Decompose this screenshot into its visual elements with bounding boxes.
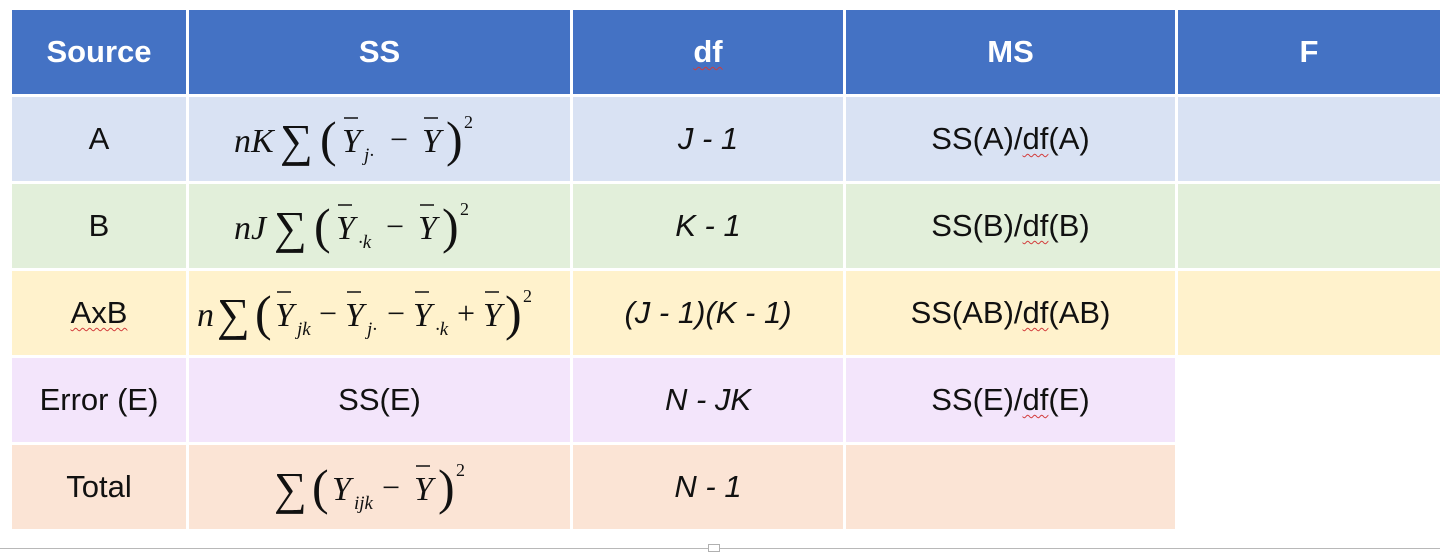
svg-text:nJ: nJ (234, 210, 268, 247)
row-a-f (1178, 97, 1440, 181)
row-total-ss-formula: ∑ ( Y ijk − Y ) 2 (189, 445, 570, 529)
svg-text:·k: ·k (358, 232, 372, 253)
resize-handle[interactable] (708, 544, 720, 552)
svg-text:Y: Y (413, 297, 435, 334)
page-bottom-border (0, 548, 1440, 549)
row-b-ms-df: df (1022, 208, 1049, 243)
svg-text:−: − (390, 121, 408, 157)
svg-text:(: ( (320, 111, 337, 167)
svg-text:2: 2 (464, 112, 473, 132)
svg-text:2: 2 (523, 286, 532, 306)
row-b-source: B (12, 184, 186, 268)
row-a-ms: SS(A)/df (A) (846, 97, 1175, 181)
header-df-text: df (693, 34, 723, 69)
svg-text:Y: Y (342, 123, 364, 160)
row-axb-source: AxB (12, 271, 186, 355)
svg-text:): ) (505, 285, 522, 341)
svg-text:j·: j· (364, 319, 377, 340)
row-a-ms-pre: SS(A)/ (931, 121, 1023, 156)
row-a-ss-formula: nK ∑ ( Y j· − Y ) 2 (189, 97, 570, 181)
svg-text:): ) (442, 198, 459, 254)
svg-text:∑: ∑ (274, 463, 307, 514)
formula-ss-a: nK ∑ ( Y j· − Y ) 2 (234, 111, 473, 167)
svg-text:j·: j· (361, 145, 374, 166)
row-b-f (1178, 184, 1440, 268)
svg-text:∑: ∑ (274, 202, 307, 253)
svg-text:−: − (319, 295, 337, 331)
row-axb-ms: SS(AB)/df (AB) (846, 271, 1175, 355)
svg-text:−: − (386, 208, 404, 244)
row-axb-f (1178, 271, 1440, 355)
header-ms: MS (846, 10, 1175, 94)
row-error-df: N - JK (573, 358, 843, 442)
formula-ss-total: ∑ ( Y ijk − Y ) 2 (274, 459, 465, 515)
row-a-ms-post: (A) (1048, 121, 1090, 156)
svg-text:2: 2 (456, 460, 465, 480)
row-total-ms (846, 445, 1175, 529)
svg-text:(: ( (314, 198, 331, 254)
svg-text:+: + (457, 295, 475, 331)
row-a-source: A (12, 97, 186, 181)
svg-text:(: ( (312, 459, 329, 515)
svg-text:): ) (438, 459, 455, 515)
svg-text:Y: Y (483, 297, 505, 334)
row-axb-df: (J - 1)(K - 1) (573, 271, 843, 355)
header-source: Source (12, 10, 186, 94)
row-b-ss-formula: nJ ∑ ( Y ·k − Y ) 2 (189, 184, 570, 268)
svg-text:): ) (446, 111, 463, 167)
row-error-ms-pre: SS(E)/ (931, 382, 1023, 417)
svg-text:ijk: ijk (354, 493, 374, 514)
row-error-ms: SS(E)/df (E) (846, 358, 1175, 442)
row-axb-ms-post: (AB) (1048, 295, 1111, 330)
svg-text:∑: ∑ (280, 115, 313, 166)
row-error-ss: SS(E) (189, 358, 570, 442)
row-a-df: J - 1 (573, 97, 843, 181)
row-error-source: Error (E) (12, 358, 186, 442)
svg-text:(: ( (255, 285, 272, 341)
header-f: F (1178, 10, 1440, 94)
row-total-source: Total (12, 445, 186, 529)
row-error-ms-df: df (1022, 382, 1049, 417)
header-df: df (573, 10, 843, 94)
svg-text:Y: Y (345, 297, 367, 334)
formula-ss-b: nJ ∑ ( Y ·k − Y ) 2 (234, 198, 469, 254)
row-total-f-empty (1178, 445, 1440, 529)
svg-text:Y: Y (422, 123, 444, 160)
svg-text:∑: ∑ (217, 289, 250, 340)
row-b-ms-post: (B) (1048, 208, 1090, 243)
svg-text:Y: Y (332, 471, 354, 508)
svg-text:Y: Y (414, 471, 436, 508)
row-axb-ss-formula: n ∑ ( Y jk − Y j· − Y ·k + Y ) 2 (189, 271, 570, 355)
svg-text:nK: nK (234, 123, 276, 160)
svg-text:−: − (382, 469, 400, 505)
svg-text:·k: ·k (435, 319, 449, 340)
formula-ss-axb: n ∑ ( Y jk − Y j· − Y ·k + Y ) 2 (197, 285, 532, 341)
row-b-df: K - 1 (573, 184, 843, 268)
row-total-df: N - 1 (573, 445, 843, 529)
row-axb-source-text: AxB (70, 295, 128, 330)
row-error-f-empty (1178, 358, 1440, 442)
row-axb-ms-pre: SS(AB)/ (910, 295, 1023, 330)
svg-text:n: n (197, 297, 214, 334)
row-axb-ms-df: df (1022, 295, 1049, 330)
svg-text:Y: Y (275, 297, 297, 334)
svg-text:2: 2 (460, 199, 469, 219)
row-a-ms-df: df (1022, 121, 1049, 156)
row-b-ms: SS(B)/df (B) (846, 184, 1175, 268)
svg-text:Y: Y (418, 210, 440, 247)
header-ss: SS (189, 10, 570, 94)
svg-text:Y: Y (336, 210, 358, 247)
row-error-ms-post: (E) (1048, 382, 1090, 417)
svg-text:−: − (387, 295, 405, 331)
row-b-ms-pre: SS(B)/ (931, 208, 1023, 243)
svg-text:jk: jk (294, 319, 311, 340)
anova-table: Source SS df MS F A nK ∑ ( Y j· − Y ) 2 … (12, 10, 1440, 529)
